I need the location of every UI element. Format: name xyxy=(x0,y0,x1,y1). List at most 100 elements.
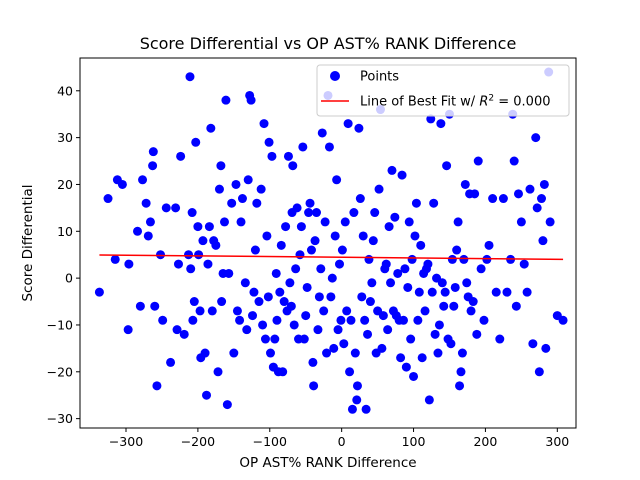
data-point xyxy=(332,175,342,185)
data-point xyxy=(295,250,305,260)
data-point xyxy=(264,137,274,147)
data-point xyxy=(352,395,362,405)
data-point xyxy=(354,123,364,133)
x-tick-label: 200 xyxy=(473,434,497,449)
data-point xyxy=(133,226,143,236)
data-point xyxy=(459,254,469,264)
plot-area xyxy=(79,57,577,429)
data-point xyxy=(246,95,256,105)
data-point xyxy=(346,315,356,325)
data-point xyxy=(545,217,555,227)
data-point xyxy=(283,151,293,161)
best-fit-line xyxy=(99,254,564,261)
data-point xyxy=(361,404,371,414)
chart-title: Score Differential vs OP AST% RANK Diffe… xyxy=(140,34,517,53)
data-point xyxy=(110,254,120,264)
data-point xyxy=(404,217,414,227)
data-point xyxy=(207,306,217,316)
data-point xyxy=(455,381,465,391)
data-point xyxy=(189,297,199,307)
data-point xyxy=(252,198,262,208)
data-point xyxy=(374,184,384,194)
data-point xyxy=(270,334,280,344)
data-point xyxy=(335,259,344,269)
data-point xyxy=(204,222,214,232)
data-point xyxy=(262,231,272,241)
data-point xyxy=(193,222,203,232)
data-point xyxy=(240,278,250,288)
data-point xyxy=(289,320,299,330)
data-point xyxy=(173,259,183,269)
plot-frame xyxy=(79,57,577,429)
data-point xyxy=(320,217,330,227)
data-point xyxy=(446,339,456,349)
data-point xyxy=(158,315,168,325)
data-point xyxy=(152,381,162,391)
data-point xyxy=(491,287,501,297)
data-point xyxy=(191,137,201,147)
data-point xyxy=(296,222,306,232)
data-point xyxy=(383,325,393,335)
data-point xyxy=(357,292,367,302)
data-point xyxy=(538,236,548,246)
legend-fit-label-suffix: = 0.000 xyxy=(494,95,550,110)
data-point xyxy=(235,315,245,325)
data-point xyxy=(229,348,239,358)
data-point xyxy=(145,217,155,227)
data-point xyxy=(211,240,221,250)
data-point xyxy=(195,306,205,316)
x-tick-label: −300 xyxy=(109,434,143,449)
data-point xyxy=(281,222,291,232)
data-point xyxy=(427,287,437,297)
data-point xyxy=(285,278,295,288)
legend-fit-label-exp: 2 xyxy=(488,94,494,104)
data-point xyxy=(337,245,347,255)
data-point xyxy=(302,282,312,292)
data-point xyxy=(161,203,171,213)
data-point xyxy=(304,208,314,218)
data-point xyxy=(179,329,189,339)
data-point xyxy=(336,315,346,325)
data-point xyxy=(232,306,242,316)
data-point xyxy=(345,367,355,377)
y-tick-label: 30 xyxy=(57,130,73,145)
data-point xyxy=(187,208,197,218)
data-point xyxy=(227,198,237,208)
data-point xyxy=(502,287,512,297)
data-point xyxy=(141,198,151,208)
data-point xyxy=(314,292,324,302)
data-point xyxy=(198,236,208,246)
data-point xyxy=(265,348,275,358)
data-point xyxy=(138,175,148,185)
data-point xyxy=(176,151,186,161)
data-point xyxy=(453,217,463,227)
data-point xyxy=(288,161,298,171)
data-point xyxy=(436,119,446,129)
data-point xyxy=(291,264,301,274)
data-point xyxy=(424,395,434,405)
data-point xyxy=(301,311,311,321)
data-point xyxy=(340,217,350,227)
data-point xyxy=(398,315,408,325)
data-point xyxy=(416,240,426,250)
data-point xyxy=(420,306,430,316)
data-point xyxy=(378,311,388,321)
data-point xyxy=(466,306,476,316)
data-point xyxy=(433,348,443,358)
data-point xyxy=(347,404,357,414)
data-point xyxy=(150,301,160,311)
data-point xyxy=(426,114,436,124)
data-point xyxy=(488,194,498,204)
data-point xyxy=(305,198,315,208)
data-point xyxy=(401,362,411,372)
data-point xyxy=(349,208,359,218)
data-point xyxy=(456,367,466,377)
data-point xyxy=(429,198,439,208)
data-point xyxy=(397,170,407,180)
data-point xyxy=(267,151,277,161)
plot-background xyxy=(80,58,576,428)
y-tick-label: 20 xyxy=(57,177,73,192)
data-point xyxy=(298,142,308,152)
data-point xyxy=(484,240,494,250)
data-point xyxy=(94,287,104,297)
